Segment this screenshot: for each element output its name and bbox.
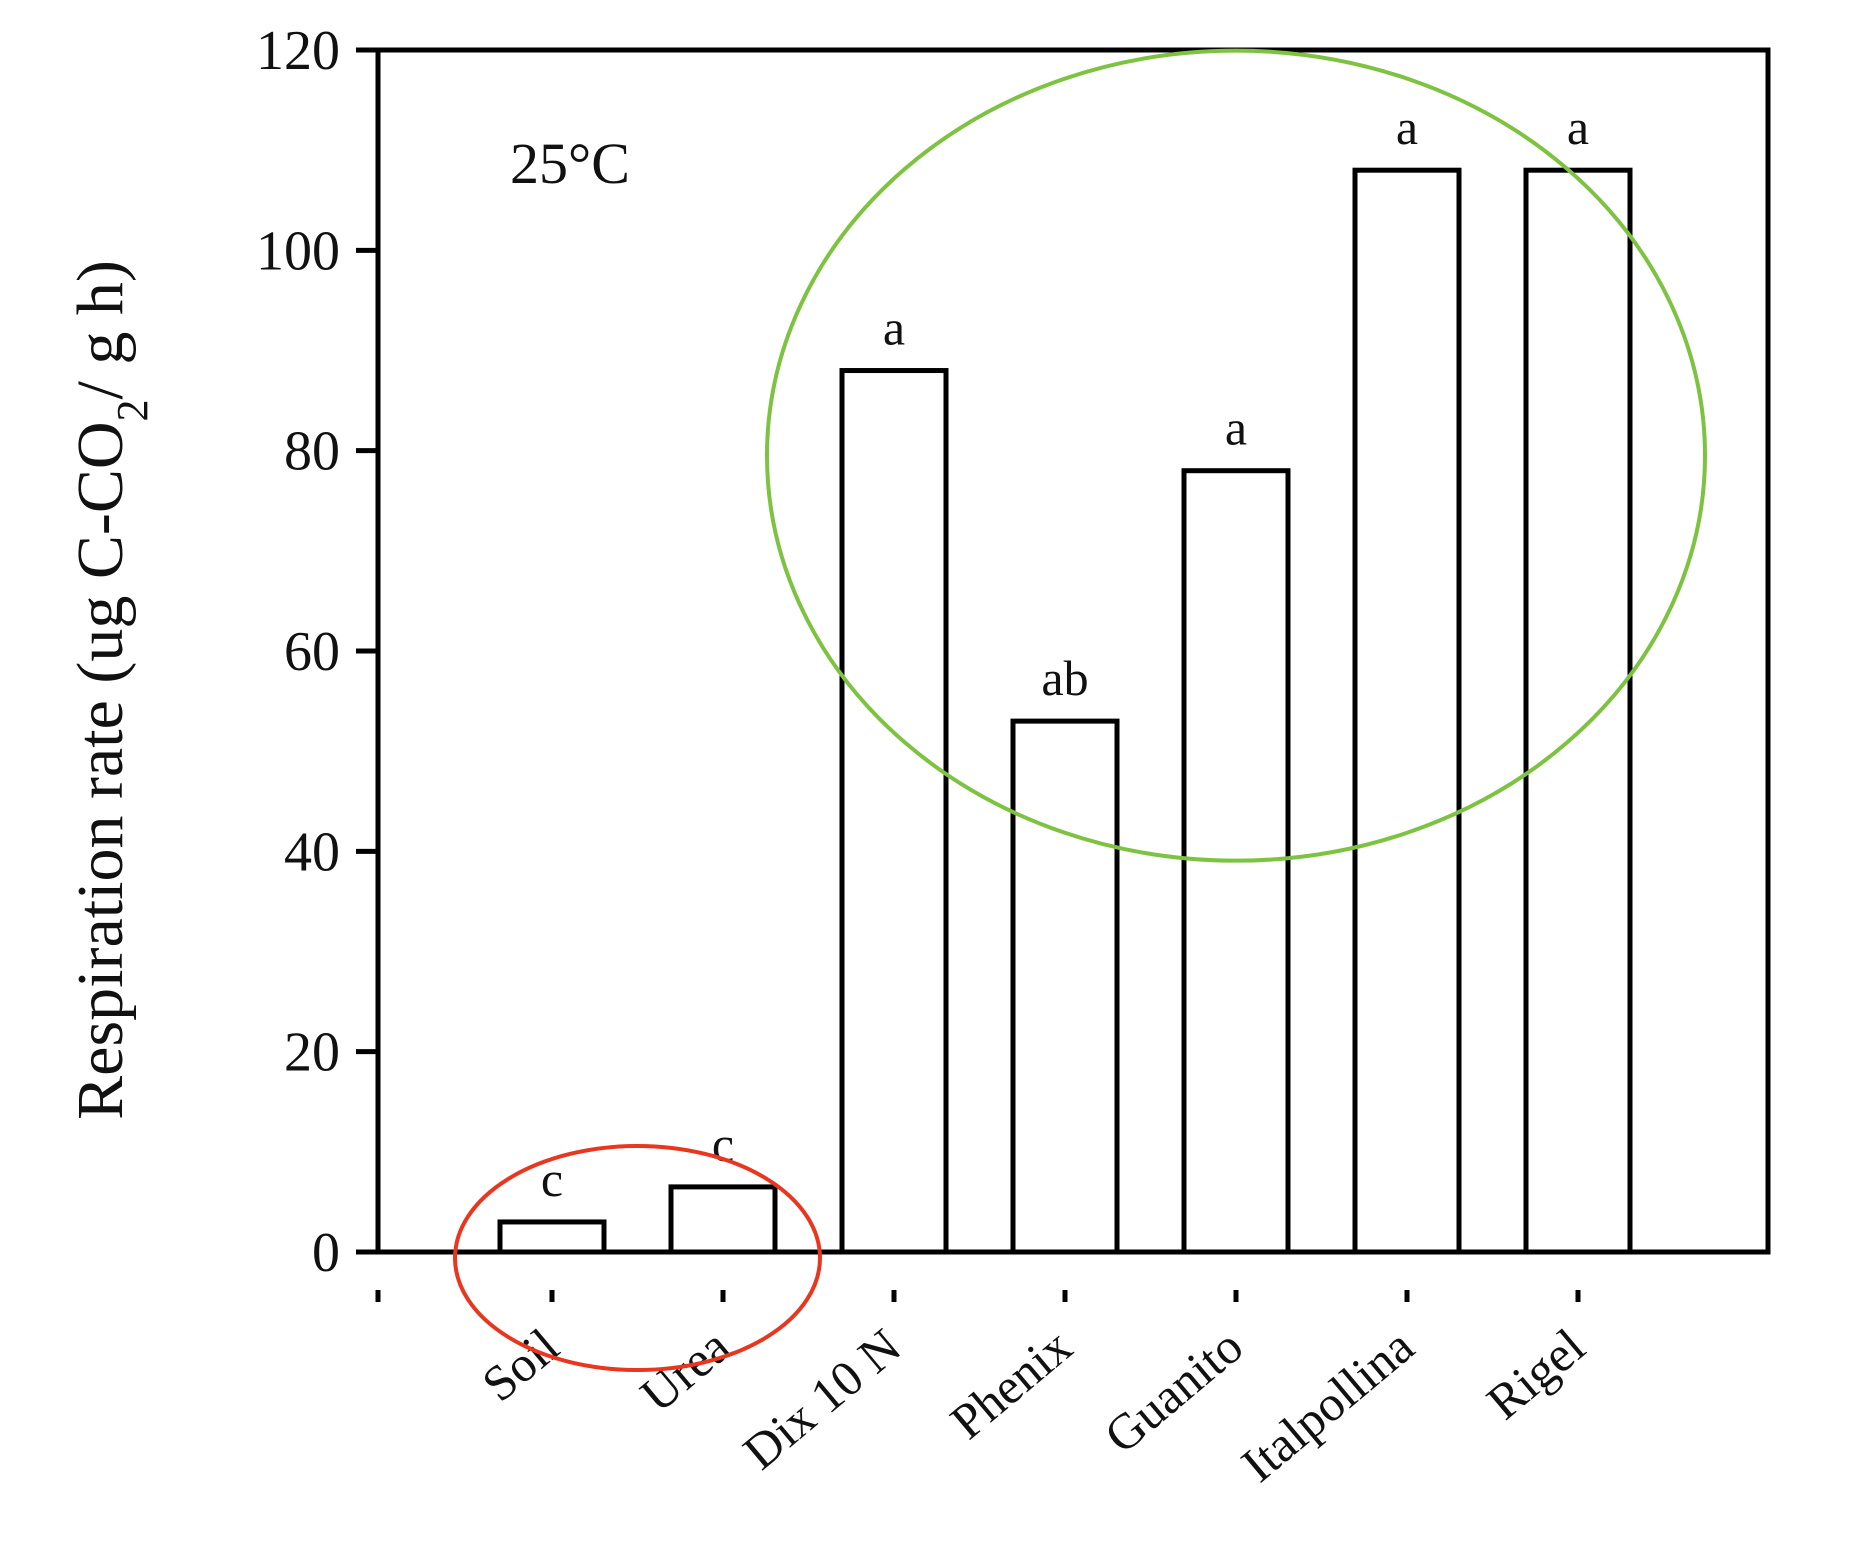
bar-soil [497,1219,607,1255]
significance-letter: c [541,1151,563,1207]
bar-italpollina [1352,167,1462,1255]
temperature-annotation: 25°C [510,131,630,196]
x-tick-label: Guanito [1094,1318,1253,1464]
y-tick-label: 100 [256,220,340,282]
low-respiration-group-ellipse [453,1144,822,1372]
significance-letter: a [883,300,905,356]
significance-letter: a [1567,99,1589,155]
y-tick-label: 0 [312,1222,340,1284]
y-tick-label: 40 [284,821,340,883]
y-tick-label: 20 [284,1022,340,1084]
x-tick-label: Soil [471,1318,569,1413]
bar-phenix [1010,718,1120,1255]
y-tick-label: 120 [256,20,340,82]
high-respiration-group-ellipse [765,48,1707,863]
x-tick-label: Phenix [940,1318,1082,1450]
x-tick-label: Rigel [1476,1318,1595,1431]
significance-letter: a [1396,99,1418,155]
y-tick-label: 80 [284,421,340,483]
x-tick-label: Italpollina [1231,1318,1424,1493]
bar-dix-10-n [839,368,949,1255]
bar-rigel [1523,167,1633,1255]
significance-letter: a [1225,400,1247,456]
y-tick-label: 60 [284,621,340,683]
y-axis-label: Respiration rate (ug C-CO2/ g h) [64,260,157,1120]
bar-urea [668,1184,778,1255]
significance-letter: ab [1041,650,1088,706]
